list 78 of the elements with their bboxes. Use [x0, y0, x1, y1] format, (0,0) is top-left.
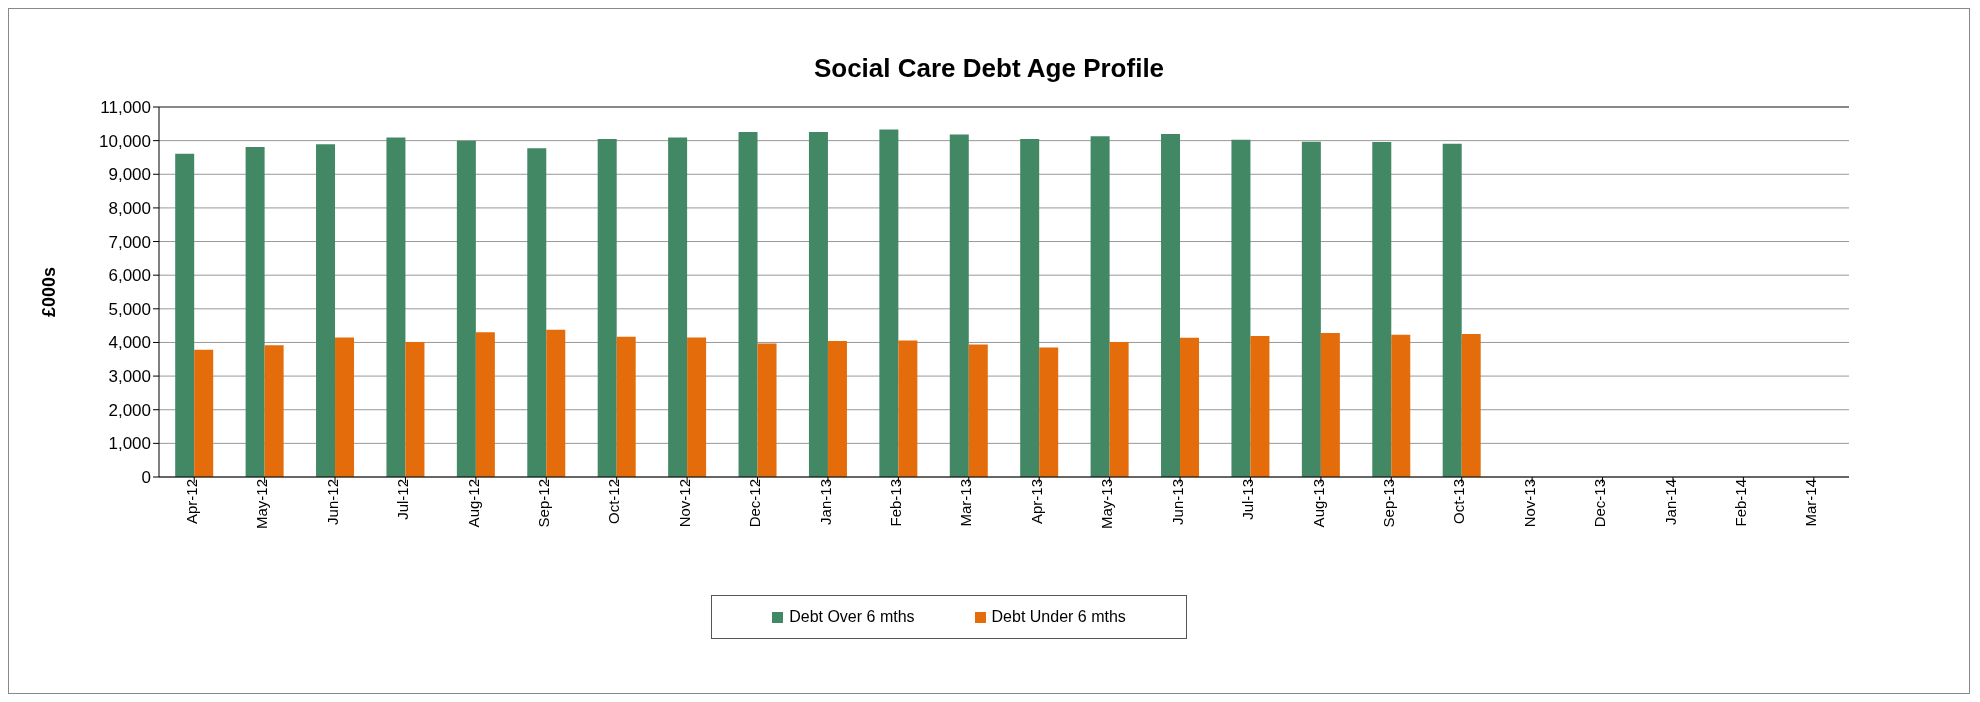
x-tick-label: Sep-13	[1379, 479, 1397, 528]
bar	[1461, 334, 1481, 477]
x-tick-label: Jan-14	[1661, 479, 1679, 525]
bar	[597, 138, 617, 477]
x-tick-label: Nov-12	[675, 479, 693, 528]
bar	[687, 337, 707, 477]
bar	[527, 148, 547, 477]
bar	[264, 345, 284, 477]
bar	[616, 336, 636, 477]
bar	[194, 349, 214, 477]
x-tick-label: Oct-12	[605, 479, 623, 525]
x-tick-label: Jul-12	[394, 479, 412, 520]
bar	[1039, 347, 1059, 477]
y-tick-label: 8,000	[108, 198, 151, 218]
bar	[1320, 333, 1340, 477]
bar	[1180, 337, 1200, 477]
bar	[1372, 141, 1392, 477]
x-tick-label: Dec-13	[1591, 479, 1609, 528]
bar	[1020, 138, 1040, 477]
y-tick-label: 4,000	[108, 333, 151, 353]
bar	[1442, 143, 1462, 477]
bar	[335, 337, 355, 477]
bar	[316, 144, 336, 477]
bar	[456, 140, 476, 477]
x-tick-label: Nov-13	[1520, 479, 1538, 528]
bar	[668, 137, 688, 477]
bar	[475, 332, 495, 477]
y-tick-label: 1,000	[108, 434, 151, 454]
bar	[386, 137, 406, 477]
x-tick-label: Jun-13	[1168, 479, 1186, 525]
x-tick-label: Feb-14	[1732, 479, 1750, 527]
x-tick-label: Mar-14	[1802, 479, 1820, 527]
legend-label: Debt Over 6 mths	[788, 608, 915, 626]
x-tick-label: Mar-13	[957, 479, 975, 527]
x-tick-label: Aug-12	[464, 479, 482, 528]
y-tick-label: 3,000	[108, 367, 151, 387]
bar	[1301, 141, 1321, 477]
chart-title: Social Care Debt Age Profile	[812, 53, 1166, 84]
y-tick-label: 11,000	[100, 98, 151, 118]
bar	[1109, 342, 1129, 477]
bar	[1391, 334, 1411, 477]
bar	[245, 147, 265, 477]
y-tick-label: 2,000	[108, 400, 151, 420]
bar	[808, 131, 828, 477]
x-tick-label: May-12	[253, 479, 271, 530]
y-tick-label: 5,000	[108, 299, 151, 319]
bar	[1250, 336, 1270, 477]
bar	[1161, 133, 1181, 477]
x-tick-label: Apr-13	[1027, 479, 1045, 525]
bar	[1090, 136, 1110, 477]
x-tick-label: Sep-12	[534, 479, 552, 528]
bar	[738, 131, 758, 477]
bar	[968, 344, 988, 477]
y-axis-title: £000s	[39, 266, 60, 318]
y-tick-label: 7,000	[108, 232, 151, 252]
bar	[898, 340, 918, 477]
x-tick-label: Jun-12	[323, 479, 341, 525]
x-tick-label: Jan-13	[816, 479, 834, 525]
y-tick-label: 10,000	[99, 131, 151, 151]
legend-label: Debt Under 6 mths	[990, 608, 1126, 626]
x-tick-label: Apr-12	[182, 479, 200, 525]
bar	[1231, 139, 1251, 477]
x-tick-label: May-13	[1098, 479, 1116, 530]
bar	[827, 341, 847, 477]
bar	[879, 129, 899, 477]
bar	[405, 342, 425, 477]
bar	[757, 343, 777, 477]
y-tick-label: 9,000	[108, 165, 151, 185]
bar	[546, 329, 566, 477]
x-tick-label: Aug-13	[1309, 479, 1327, 528]
x-tick-label: Dec-12	[746, 479, 764, 528]
bar	[175, 153, 195, 477]
x-tick-label: Oct-13	[1450, 479, 1468, 525]
y-tick-label: 6,000	[108, 266, 151, 286]
y-tick-label: 0	[141, 468, 151, 488]
x-tick-label: Feb-13	[887, 479, 905, 527]
x-tick-label: Jul-13	[1239, 479, 1257, 520]
bar	[949, 134, 969, 477]
